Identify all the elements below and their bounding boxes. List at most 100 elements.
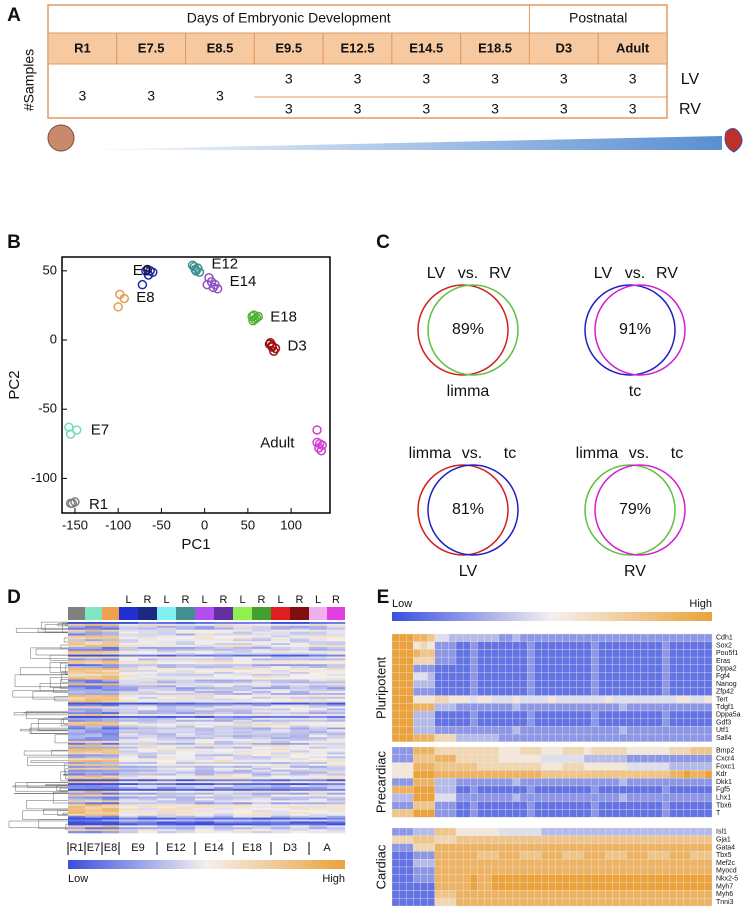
heatmap-texture [119, 652, 139, 655]
heatmap-cell [555, 649, 563, 658]
heatmap-texture [271, 783, 291, 786]
heatmap-texture [119, 641, 139, 644]
heatmap-texture [119, 622, 139, 625]
heatmap-texture [309, 622, 328, 625]
heatmap-texture [157, 825, 177, 828]
heatmap-texture [252, 687, 272, 690]
heatmap-cell [398, 835, 407, 844]
heatmap-cell [534, 890, 542, 899]
heatmap-cell [590, 890, 599, 899]
heatmap-cell [612, 656, 620, 665]
heatmap-texture [271, 733, 291, 736]
heatmap-texture [119, 771, 139, 774]
heatmap-texture [309, 675, 328, 678]
heatmap-texture [85, 660, 103, 663]
heatmap-cell [413, 843, 421, 852]
heatmap-cell [427, 874, 435, 883]
heatmap-cell [583, 778, 592, 787]
heatmap-texture [68, 658, 86, 661]
heatmap-texture [327, 664, 346, 667]
heatmap-texture [309, 813, 328, 817]
heatmap-texture [271, 637, 291, 640]
heatmap-cell [498, 703, 506, 712]
heatmap-cell [505, 633, 514, 642]
side-label: L [315, 594, 321, 606]
heatmap-cell [590, 851, 599, 860]
heatmap-texture [157, 831, 177, 834]
heatmap-cell [676, 809, 684, 818]
gene-label: Nkx2-5 [716, 876, 738, 883]
scatter-point [267, 340, 277, 351]
heatmap-cell [576, 778, 585, 787]
heatmap-cell [612, 762, 620, 771]
heatmap-cell [519, 664, 528, 673]
heatmap-cell [704, 718, 713, 727]
heatmap-cell [526, 733, 535, 742]
gene-label: Sall4 [716, 735, 732, 742]
heatmap-texture [157, 804, 177, 807]
heatmap-texture [309, 635, 328, 638]
heatmap-cell [619, 874, 627, 883]
heatmap-cell [619, 770, 627, 779]
heatmap-texture [195, 658, 215, 661]
heatmap-cell [526, 656, 535, 665]
heatmap-cell [626, 746, 634, 755]
heatmap-texture [119, 704, 139, 707]
heatmap-cell [612, 641, 620, 650]
heatmap-texture [327, 677, 346, 680]
heatmap-texture [102, 685, 120, 688]
heatmap-texture [290, 817, 310, 820]
gene-label: Cdh1 [716, 635, 733, 642]
heatmap-cell [455, 890, 464, 899]
heatmap-cell [548, 882, 556, 891]
heatmap-cell [569, 633, 578, 642]
heatmap-cell [662, 703, 670, 712]
heatmap-cell [619, 859, 627, 868]
venn-vs: vs. [462, 445, 482, 462]
heatmap-cell [505, 882, 514, 891]
row-name: LV [681, 71, 700, 88]
heatmap-cell [477, 793, 485, 802]
heatmap-texture [68, 648, 86, 652]
column-color [214, 607, 233, 620]
heatmap-cell [477, 801, 485, 810]
heatmap-cell [512, 785, 521, 794]
heatmap-cell [662, 754, 670, 763]
heatmap-texture [85, 643, 103, 646]
heatmap-texture [176, 681, 196, 684]
heatmap-texture [309, 771, 328, 774]
heatmap-texture [102, 689, 120, 692]
heatmap-texture [176, 790, 196, 794]
heatmap-cell [640, 801, 649, 810]
heatmap-cell [505, 672, 514, 681]
heatmap-texture [85, 664, 103, 667]
heatmap-texture [252, 708, 272, 711]
heatmap-cell [654, 898, 663, 907]
heatmap-texture [138, 691, 158, 694]
heatmap-texture [309, 671, 328, 675]
heatmap-texture [85, 811, 103, 815]
heatmap-texture [138, 737, 158, 740]
heatmap-cell [612, 664, 620, 673]
heatmap-cell [619, 778, 627, 787]
heatmap-texture [271, 758, 291, 761]
heatmap-texture [309, 829, 328, 832]
heatmap-texture [271, 819, 291, 822]
gene-label: Myocd [716, 868, 737, 875]
heatmap-cell [498, 898, 506, 907]
heatmap-cell [626, 718, 634, 727]
heatmap-cell [640, 793, 649, 802]
heatmap-cell [462, 733, 471, 742]
heatmap-cell [569, 762, 578, 771]
heatmap-cell [548, 851, 556, 860]
heatmap-cell [647, 851, 656, 860]
heatmap-cell [569, 710, 578, 719]
heatmap-cell [598, 680, 606, 689]
heatmap-texture [157, 769, 177, 772]
heatmap-cell [598, 726, 606, 735]
heatmap-texture [176, 746, 196, 749]
heatmap-texture [176, 788, 196, 792]
heatmap-texture [271, 756, 291, 759]
heatmap-texture [157, 809, 177, 813]
heatmap-cell [498, 801, 506, 810]
